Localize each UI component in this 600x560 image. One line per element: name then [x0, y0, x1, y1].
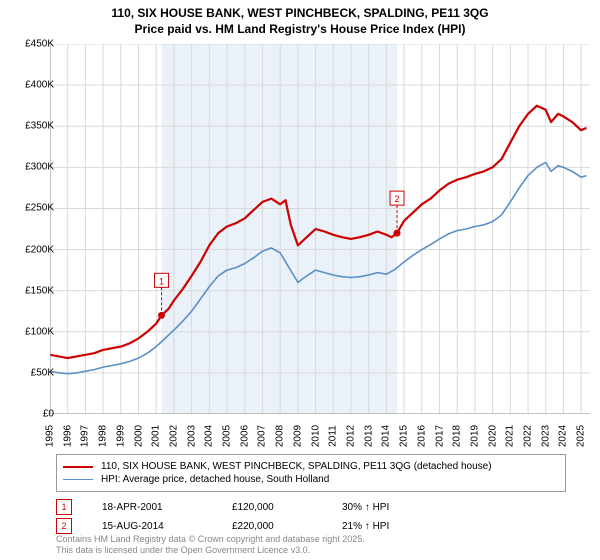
- x-tick-label: 1998: [98, 425, 109, 447]
- marker-date: 18-APR-2001: [102, 502, 232, 513]
- marker-badge: 2: [56, 518, 72, 534]
- x-tick-label: 2019: [469, 425, 480, 447]
- x-tick-label: 2002: [168, 425, 179, 447]
- y-tick-label: £400K: [25, 80, 54, 91]
- y-tick-label: £200K: [25, 244, 54, 255]
- x-tick-label: 2000: [133, 425, 144, 447]
- x-tick-label: 2011: [328, 425, 339, 447]
- x-tick-label: 1997: [80, 425, 91, 447]
- marker-price: £220,000: [232, 521, 342, 532]
- chart-area: 12: [50, 44, 590, 414]
- legend-item: HPI: Average price, detached house, Sout…: [63, 474, 559, 485]
- svg-text:2: 2: [395, 194, 400, 204]
- x-tick-label: 2009: [292, 425, 303, 447]
- marker-row: 1 18-APR-2001 £120,000 30% ↑ HPI: [56, 499, 566, 515]
- x-tick-label: 1995: [45, 425, 56, 447]
- x-tick-label: 2004: [204, 425, 215, 447]
- x-tick-label: 2018: [452, 425, 463, 447]
- x-tick-label: 2021: [505, 425, 516, 447]
- legend: 110, SIX HOUSE BANK, WEST PINCHBECK, SPA…: [56, 454, 566, 492]
- marker-badge: 1: [56, 499, 72, 515]
- chart-svg: 12: [50, 44, 590, 414]
- x-tick-label: 2022: [523, 425, 534, 447]
- x-tick-label: 2013: [363, 425, 374, 447]
- y-tick-label: £300K: [25, 162, 54, 173]
- y-tick-label: £100K: [25, 326, 54, 337]
- x-tick-label: 1999: [115, 425, 126, 447]
- marker-delta: 30% ↑ HPI: [342, 502, 462, 513]
- legend-swatch: [63, 479, 93, 480]
- y-tick-label: £50K: [31, 367, 54, 378]
- x-tick-label: 2016: [416, 425, 427, 447]
- marker-date: 15-AUG-2014: [102, 521, 232, 532]
- x-tick-label: 2023: [540, 425, 551, 447]
- x-tick-label: 2008: [275, 425, 286, 447]
- legend-label: HPI: Average price, detached house, Sout…: [101, 474, 329, 485]
- x-tick-label: 2001: [151, 425, 162, 447]
- x-axis-labels: 1995199619971998199920002001200220032004…: [50, 416, 590, 456]
- x-tick-label: 2003: [186, 425, 197, 447]
- title-line-1: 110, SIX HOUSE BANK, WEST PINCHBECK, SPA…: [0, 6, 600, 22]
- marker-table: 1 18-APR-2001 £120,000 30% ↑ HPI 2 15-AU…: [56, 496, 566, 537]
- legend-swatch: [63, 466, 93, 468]
- legend-label: 110, SIX HOUSE BANK, WEST PINCHBECK, SPA…: [101, 461, 492, 472]
- chart-title: 110, SIX HOUSE BANK, WEST PINCHBECK, SPA…: [0, 0, 600, 37]
- footer: Contains HM Land Registry data © Crown c…: [56, 534, 365, 556]
- legend-item: 110, SIX HOUSE BANK, WEST PINCHBECK, SPA…: [63, 461, 559, 472]
- x-tick-label: 2005: [222, 425, 233, 447]
- x-tick-label: 2010: [310, 425, 321, 447]
- y-tick-label: £450K: [25, 39, 54, 50]
- x-tick-label: 2025: [576, 425, 587, 447]
- x-tick-label: 2017: [434, 425, 445, 447]
- title-line-2: Price paid vs. HM Land Registry's House …: [0, 22, 600, 38]
- x-tick-label: 2007: [257, 425, 268, 447]
- y-tick-label: £250K: [25, 203, 54, 214]
- x-tick-label: 2024: [558, 425, 569, 447]
- y-tick-label: £350K: [25, 121, 54, 132]
- x-tick-label: 2020: [487, 425, 498, 447]
- footer-line-1: Contains HM Land Registry data © Crown c…: [56, 534, 365, 545]
- x-tick-label: 2006: [239, 425, 250, 447]
- x-tick-label: 2014: [381, 425, 392, 447]
- svg-text:1: 1: [159, 276, 164, 286]
- y-tick-label: £150K: [25, 285, 54, 296]
- marker-delta: 21% ↑ HPI: [342, 521, 462, 532]
- x-tick-label: 2012: [345, 425, 356, 447]
- footer-line-2: This data is licensed under the Open Gov…: [56, 545, 365, 556]
- marker-price: £120,000: [232, 502, 342, 513]
- x-tick-label: 1996: [62, 425, 73, 447]
- chart-container: 110, SIX HOUSE BANK, WEST PINCHBECK, SPA…: [0, 0, 600, 560]
- marker-row: 2 15-AUG-2014 £220,000 21% ↑ HPI: [56, 518, 566, 534]
- x-tick-label: 2015: [399, 425, 410, 447]
